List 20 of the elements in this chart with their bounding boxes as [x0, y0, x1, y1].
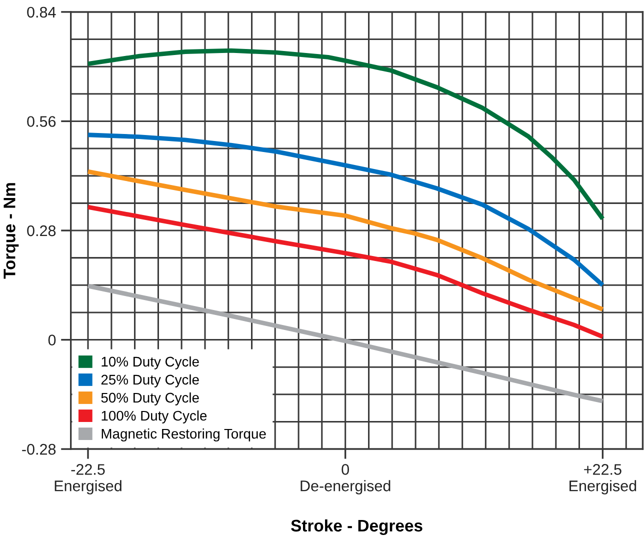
legend-label: 100% Duty Cycle [102, 410, 207, 424]
line-series [86, 284, 605, 404]
y-tick-label: 0.56 [27, 116, 56, 127]
x-tick-label: -22.5 Energised [54, 464, 122, 494]
line-series [86, 48, 605, 222]
y-tick-label: -0.28 [22, 444, 56, 455]
line-series [86, 132, 605, 288]
legend-label: 10% Duty Cycle [102, 356, 199, 370]
legend-label: 50% Duty Cycle [101, 392, 199, 406]
legend-label: Magnetic Restoring Torque [102, 428, 266, 442]
x-tick-label: +22.5 Energised [570, 464, 636, 494]
y-axis-title: Torque - Nm [4, 183, 19, 279]
x-axis-title: Stroke - Degrees [291, 519, 422, 535]
line-series [86, 169, 605, 312]
x-tick-label: 0 De-energised [300, 464, 390, 494]
y-tick-label: 0.28 [27, 225, 56, 236]
y-tick-label: 0.84 [27, 6, 56, 18]
legend-label: 25% Duty Cycle [101, 374, 199, 388]
line-series [86, 204, 605, 339]
y-tick-label: 0 [48, 334, 56, 346]
